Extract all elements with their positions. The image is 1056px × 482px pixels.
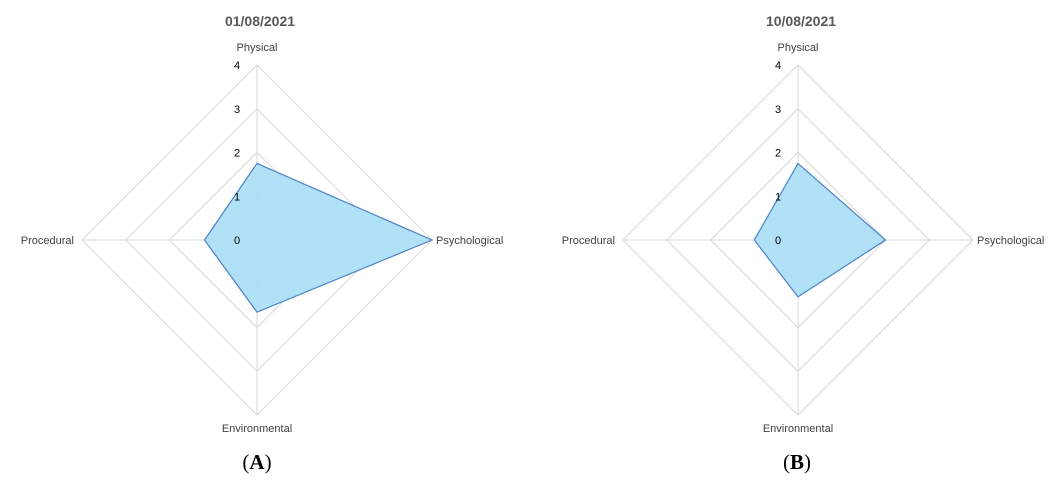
radar-chart-a: 0 1 2 3 4 Physical Psychological Environmental P…: [21, 13, 503, 474]
tick-label-2: 2: [234, 148, 240, 160]
axis-label-environmental: Environmental: [763, 423, 833, 435]
tick-label-1: 1: [234, 191, 240, 203]
axis-label-physical: Physical: [237, 42, 278, 54]
axis-label-procedural: Procedural: [21, 235, 74, 247]
panel-label-b: (B): [782, 450, 811, 474]
chart-title: 10/08/2021: [766, 13, 836, 29]
axis-label-physical: Physical: [778, 42, 819, 54]
tick-label-2: 2: [775, 148, 781, 160]
tick-label-0: 0: [234, 235, 240, 247]
data-area-series-0: [203, 162, 434, 313]
tick-label-3: 3: [234, 104, 240, 116]
tick-label-4: 4: [775, 60, 781, 72]
tick-label-0: 0: [775, 235, 781, 247]
radar-chart-a-svg: 0 1 2 3 4 Physical Psychological Environmental P…: [21, 13, 503, 435]
chart-title: 01/08/2021: [225, 13, 295, 29]
tick-label-4: 4: [234, 60, 240, 72]
axis-label-psychological: Psychological: [436, 235, 503, 247]
tick-label-3: 3: [775, 104, 781, 116]
axis-label-environmental: Environmental: [222, 423, 292, 435]
data-area-series-0: [753, 162, 887, 298]
axis-label-psychological: Psychological: [977, 235, 1044, 247]
radar-chart-b: 0 1 2 3 4 Physical Psychological Environmental P…: [528, 0, 1056, 482]
panel-label-a: (A): [242, 450, 272, 474]
axis-label-procedural: Procedural: [562, 235, 615, 247]
radar-chart-b-svg: 0 1 2 3 4 Physical Psychological Environmental P…: [562, 13, 1044, 435]
tick-label-1: 1: [775, 191, 781, 203]
